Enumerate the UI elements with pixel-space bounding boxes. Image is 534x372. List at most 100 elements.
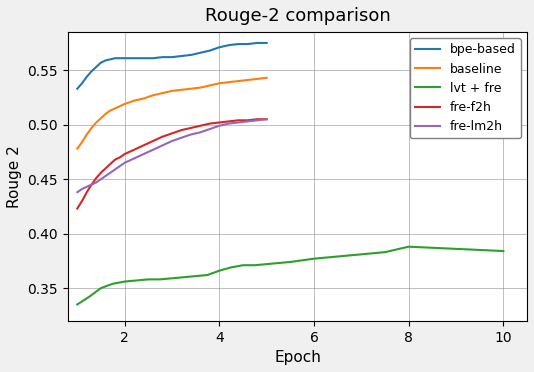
baseline — [235, 79, 241, 83]
fre-f2h — [207, 121, 213, 126]
baseline — [88, 126, 95, 130]
fre-f2h — [150, 139, 156, 143]
Line: fre-lm2h: fre-lm2h — [77, 119, 266, 192]
bpe-based — [254, 41, 261, 45]
bpe-based — [235, 42, 241, 46]
fre-f2h — [159, 134, 166, 139]
baseline — [216, 81, 223, 86]
baseline — [254, 77, 261, 81]
lvt + fre — [429, 246, 436, 250]
lvt + fre — [453, 247, 459, 251]
baseline — [121, 102, 128, 106]
baseline — [117, 104, 123, 108]
lvt + fre — [287, 260, 294, 264]
bpe-based — [197, 51, 203, 55]
lvt + fre — [180, 275, 187, 279]
lvt + fre — [121, 279, 128, 284]
fre-lm2h — [98, 177, 104, 182]
bpe-based — [93, 65, 99, 69]
fre-lm2h — [188, 132, 194, 137]
lvt + fre — [263, 262, 270, 266]
fre-f2h — [112, 157, 119, 162]
Y-axis label: Rouge 2: Rouge 2 — [7, 145, 22, 208]
lvt + fre — [311, 256, 317, 261]
fre-f2h — [84, 190, 90, 195]
bpe-based — [98, 60, 104, 65]
fre-f2h — [131, 147, 137, 152]
baseline — [188, 86, 194, 91]
bpe-based — [159, 55, 166, 60]
fre-lm2h — [169, 139, 175, 143]
baseline — [79, 140, 85, 144]
fre-lm2h — [79, 187, 85, 191]
Title: Rouge-2 comparison: Rouge-2 comparison — [205, 7, 390, 25]
fre-lm2h — [207, 127, 213, 131]
baseline — [197, 86, 203, 90]
baseline — [112, 106, 119, 110]
baseline — [245, 78, 251, 82]
fre-lm2h — [216, 124, 223, 128]
lvt + fre — [334, 254, 341, 259]
fre-lm2h — [254, 118, 261, 122]
baseline — [98, 116, 104, 121]
lvt + fre — [192, 274, 199, 278]
lvt + fre — [228, 265, 234, 270]
fre-f2h — [178, 128, 185, 132]
fre-f2h — [98, 170, 104, 175]
lvt + fre — [240, 263, 246, 267]
baseline — [263, 76, 270, 80]
lvt + fre — [205, 273, 211, 277]
Legend: bpe-based, baseline, lvt + fre, fre-f2h, fre-lm2h: bpe-based, baseline, lvt + fre, fre-f2h,… — [410, 38, 521, 138]
fre-f2h — [188, 126, 194, 130]
baseline — [131, 99, 137, 103]
fre-lm2h — [225, 121, 232, 126]
fre-lm2h — [117, 164, 123, 168]
Line: fre-f2h: fre-f2h — [77, 119, 266, 209]
fre-f2h — [117, 155, 123, 160]
fre-lm2h — [263, 117, 270, 121]
baseline — [84, 132, 90, 137]
fre-lm2h — [112, 167, 119, 171]
bpe-based — [225, 43, 232, 47]
fre-lm2h — [93, 180, 99, 185]
lvt + fre — [86, 295, 92, 299]
baseline — [178, 87, 185, 92]
lvt + fre — [169, 276, 175, 280]
lvt + fre — [109, 282, 116, 286]
fre-f2h — [88, 182, 95, 187]
bpe-based — [207, 48, 213, 53]
lvt + fre — [98, 286, 104, 290]
bpe-based — [112, 56, 119, 60]
baseline — [150, 93, 156, 97]
fre-f2h — [93, 176, 99, 180]
baseline — [107, 108, 114, 113]
fre-lm2h — [235, 120, 241, 125]
fre-lm2h — [178, 135, 185, 140]
fre-f2h — [245, 118, 251, 122]
fre-lm2h — [140, 152, 147, 156]
fre-lm2h — [131, 156, 137, 161]
fre-lm2h — [150, 147, 156, 152]
fre-f2h — [140, 143, 147, 148]
lvt + fre — [157, 277, 163, 282]
Line: bpe-based: bpe-based — [77, 43, 266, 89]
baseline — [225, 80, 232, 84]
bpe-based — [74, 86, 81, 91]
lvt + fre — [74, 302, 81, 307]
fre-f2h — [216, 120, 223, 125]
fre-lm2h — [245, 119, 251, 124]
fre-f2h — [169, 131, 175, 136]
lvt + fre — [476, 248, 483, 252]
fre-lm2h — [88, 182, 95, 187]
baseline — [207, 83, 213, 88]
fre-lm2h — [197, 130, 203, 135]
fre-lm2h — [103, 174, 109, 178]
bpe-based — [150, 56, 156, 60]
bpe-based — [216, 45, 223, 49]
fre-f2h — [107, 162, 114, 166]
baseline — [140, 96, 147, 101]
fre-f2h — [103, 166, 109, 170]
fre-f2h — [254, 117, 261, 121]
Line: baseline: baseline — [77, 78, 266, 149]
fre-f2h — [235, 118, 241, 122]
